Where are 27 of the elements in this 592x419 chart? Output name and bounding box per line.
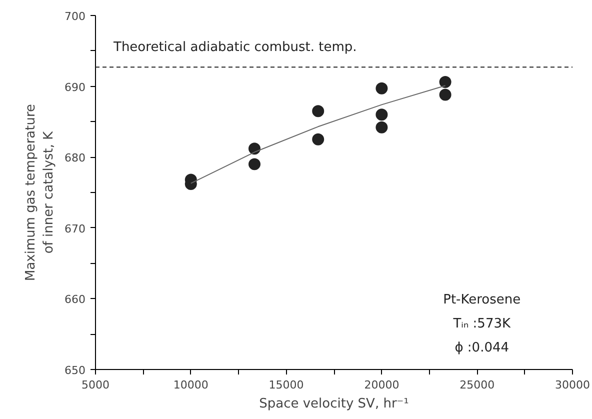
x-tick-label: 5000 [82,378,110,392]
x-tick-label: 10000 [173,378,208,392]
annotation: Tᵢₙ :573K [452,316,511,332]
y-tick-label: 660 [64,293,86,306]
point [376,82,388,94]
point [376,108,388,121]
point [439,88,452,101]
point [312,105,324,118]
y-tick-label: 680 [64,152,86,165]
y-axis-title: Maximum gas temperature of inner catalyst, K [24,104,57,282]
annotation: ϕ :0.044 [454,340,510,356]
ref-line-label: Theoretical adiabatic combust. temp. [112,40,357,56]
x-tick-label: 25000 [460,378,495,392]
x-tick-label: 30000 [555,378,590,392]
x-tick-label: 15000 [268,378,304,392]
y-tick-label: 700 [64,10,86,23]
point [312,133,324,146]
y-tick-label: 670 [64,222,86,236]
point [248,158,260,170]
x-axis-title: Space velocity SV, hr⁻¹ [259,396,409,412]
point [376,121,388,134]
y-tick-label: 690 [64,80,86,94]
y-tick-label: 650 [64,364,86,377]
point [439,76,452,88]
annotation: Pt-Kerosene [443,292,521,308]
point [248,142,260,155]
x-tick-label: 20000 [364,378,400,392]
